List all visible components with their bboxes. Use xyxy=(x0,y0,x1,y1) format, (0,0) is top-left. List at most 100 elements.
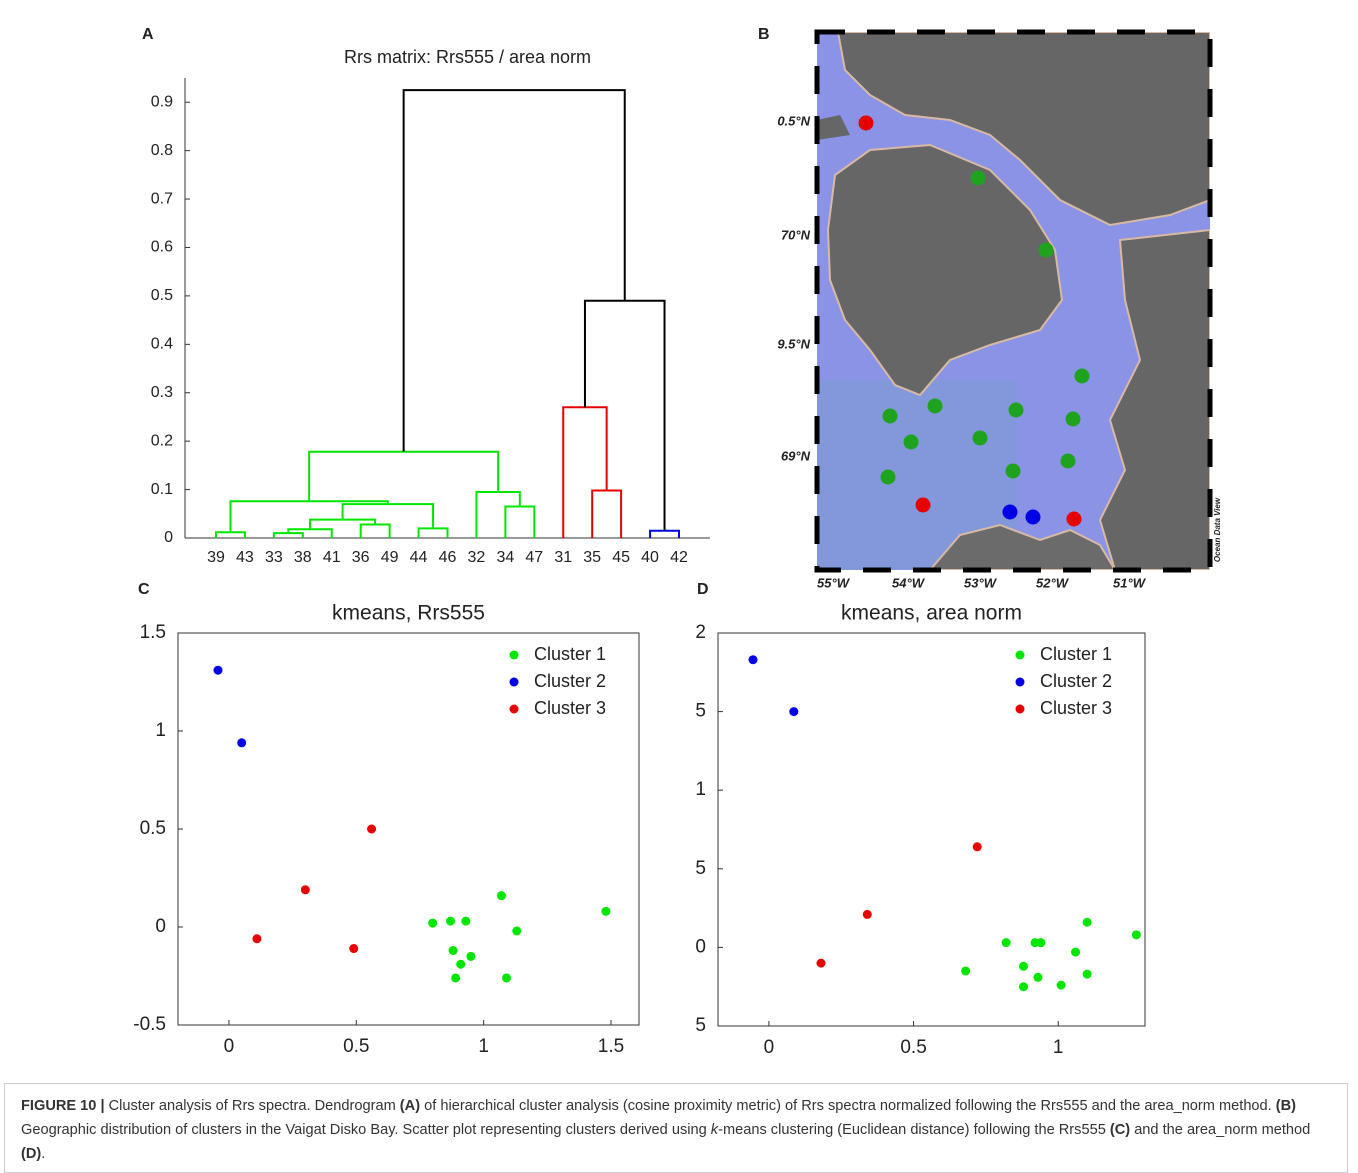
point xyxy=(367,824,377,834)
x-tick-label: 0.5 xyxy=(343,1036,369,1057)
point xyxy=(1033,972,1043,982)
point xyxy=(451,973,461,983)
station xyxy=(970,170,986,186)
point xyxy=(252,934,262,944)
y-tick-label: 0.7 xyxy=(151,190,173,207)
caption-text: (B) xyxy=(1275,1098,1297,1114)
y-tick-label: 0 xyxy=(164,529,173,546)
dendrogram-link xyxy=(272,532,304,538)
land xyxy=(836,32,1210,227)
legend-label: Cluster 1 xyxy=(1040,644,1112,664)
x-tick-label: 1.5 xyxy=(598,1036,624,1057)
point xyxy=(862,909,872,919)
legend-marker xyxy=(509,677,519,687)
lon-label: 51°W xyxy=(1113,575,1147,590)
legend-label: Cluster 3 xyxy=(534,698,606,718)
station xyxy=(1025,509,1041,525)
point xyxy=(748,655,758,665)
y-tick-label: 1 xyxy=(695,779,706,800)
point xyxy=(349,944,359,954)
y-tick-label: 0.3 xyxy=(151,384,173,401)
y-tick-label: 1.5 xyxy=(140,622,166,643)
dendrogram-link xyxy=(591,489,623,538)
x-tick-label: 0.5 xyxy=(900,1037,926,1058)
legend-label: Cluster 1 xyxy=(534,644,606,664)
point xyxy=(1071,947,1081,957)
land xyxy=(928,523,1117,570)
caption-text: k xyxy=(710,1122,719,1138)
y-tick-label: 5 xyxy=(695,1015,706,1036)
point xyxy=(601,906,611,916)
leaf-label: 49 xyxy=(381,549,399,566)
lat-label: 0.5°N xyxy=(777,113,810,128)
dendrogram-link xyxy=(649,529,680,538)
land xyxy=(817,115,850,140)
dendrogram-link xyxy=(359,523,391,538)
lon-label: 53°W xyxy=(964,575,998,590)
dendrogram-link xyxy=(583,299,666,531)
y-tick-label: 0.6 xyxy=(151,239,173,256)
dendrogram-link xyxy=(215,531,246,538)
stations xyxy=(858,115,1090,527)
caption-text: (C) xyxy=(1109,1122,1131,1138)
lon-label: 54°W xyxy=(892,575,926,590)
legend-label: Cluster 3 xyxy=(1040,698,1112,718)
dendrogram-link xyxy=(402,89,626,452)
leaf-label: 31 xyxy=(554,549,572,566)
leaf-label: 46 xyxy=(439,549,457,566)
caption-text: (A) xyxy=(399,1098,421,1114)
station xyxy=(1065,411,1081,427)
point xyxy=(816,958,826,968)
station xyxy=(915,497,931,513)
caption-text: of hierarchical cluster analysis (cosine… xyxy=(420,1098,1276,1114)
point xyxy=(448,946,458,956)
y-tick-label: 0.2 xyxy=(151,432,173,449)
point xyxy=(1056,980,1066,990)
land xyxy=(1098,228,1210,570)
station xyxy=(1074,368,1090,384)
point xyxy=(1082,917,1092,927)
figure: A B C D xyxy=(133,26,1222,1058)
point xyxy=(428,918,438,928)
y-tick-label: 5 xyxy=(695,701,706,722)
legend-marker xyxy=(509,650,519,660)
caption-label: FIGURE 10 | xyxy=(21,1098,105,1114)
plot-frame xyxy=(717,632,1146,1027)
leaf-label: 35 xyxy=(583,549,601,566)
leaf-label: 41 xyxy=(323,549,341,566)
point xyxy=(461,916,471,926)
y-tick-label: 0.4 xyxy=(151,336,173,353)
point xyxy=(502,973,512,983)
caption: FIGURE 10 | Cluster analysis of Rrs spec… xyxy=(4,1083,1348,1173)
legend-marker xyxy=(1015,677,1025,687)
legend-marker xyxy=(1015,704,1025,714)
panel-label: B xyxy=(758,26,770,43)
leaf-label: 44 xyxy=(410,549,428,566)
lon-label: 52°W xyxy=(1036,575,1070,590)
point xyxy=(237,738,247,748)
leaf-label: 40 xyxy=(641,549,659,566)
legend-label: Cluster 2 xyxy=(534,671,606,691)
caption-text: . xyxy=(41,1146,46,1162)
station xyxy=(858,115,874,131)
point xyxy=(512,926,522,936)
caption-text: Geographic distribution of clusters in t… xyxy=(21,1098,1301,1138)
point xyxy=(466,951,476,961)
y-tick-label: 0.1 xyxy=(151,481,173,498)
legend-label: Cluster 2 xyxy=(1040,671,1112,691)
point xyxy=(789,707,799,717)
point xyxy=(456,959,466,969)
caption-text: -means clustering (Euclidean distance) f… xyxy=(718,1122,1110,1138)
station xyxy=(880,469,896,485)
y-tick-label: 5 xyxy=(695,858,706,879)
station xyxy=(1005,463,1021,479)
caption-text: Cluster analysis of Rrs spectra. Dendrog… xyxy=(104,1098,400,1114)
point xyxy=(446,916,456,926)
chart-title: Rrs matrix: Rrs555 / area norm xyxy=(344,47,591,67)
dendrogram-link xyxy=(417,527,449,538)
panel-label: A xyxy=(142,26,154,43)
point xyxy=(213,665,223,675)
y-tick-label: -0.5 xyxy=(133,1014,166,1035)
point xyxy=(972,842,982,852)
